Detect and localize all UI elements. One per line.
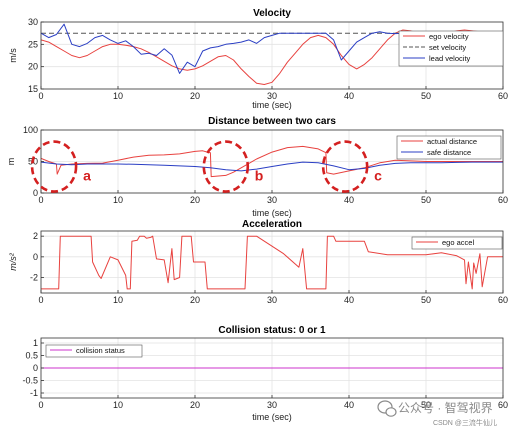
y-tick-label: -0.5 (22, 376, 38, 386)
legend-label: ego velocity (429, 32, 469, 41)
legend-label: collision status (76, 346, 125, 355)
y-tick-label: 20 (28, 62, 38, 72)
x-tick-label: 10 (113, 295, 123, 305)
x-tick-label: 30 (267, 91, 277, 101)
legend-box (398, 30, 504, 67)
x-tick-label: 10 (113, 400, 123, 410)
x-tick-label: 50 (421, 195, 431, 205)
x-tick-label: 60 (498, 400, 508, 410)
series-line-actual-distance (41, 145, 503, 178)
y-tick-label: 30 (28, 17, 38, 27)
y-tick-label: 0 (33, 252, 38, 262)
x-tick-label: 20 (190, 295, 200, 305)
chart-title: Velocity (253, 8, 291, 19)
y-tick-label: 100 (23, 125, 38, 135)
x-tick-label: 50 (421, 295, 431, 305)
legend-label: actual distance (427, 137, 477, 146)
wechat-icon (377, 400, 397, 417)
y-tick-label: 0 (33, 363, 38, 373)
annotation-circle (202, 140, 250, 193)
x-tick-label: 50 (421, 400, 431, 410)
x-axis-label: time (sec) (252, 412, 292, 422)
y-tick-label: 1 (33, 338, 38, 348)
x-tick-label: 30 (267, 195, 277, 205)
x-tick-label: 10 (113, 195, 123, 205)
x-tick-label: 0 (38, 295, 43, 305)
y-tick-label: 25 (28, 39, 38, 49)
panel-3: 0 10 20 30 40 50 60 -2 0 2 Acceleration m/s² ego acc… (8, 219, 508, 305)
legend-label: safe distance (427, 148, 471, 157)
chart-title: Collision status: 0 or 1 (218, 325, 326, 336)
x-tick-label: 0 (38, 195, 43, 205)
series-line-safe-distance (41, 161, 503, 172)
y-axis-label: m/s² (8, 252, 18, 270)
x-tick-label: 40 (344, 400, 354, 410)
annotation-label: c (374, 168, 382, 184)
series-line-ego-accel (41, 235, 503, 290)
y-tick-label: 0 (33, 188, 38, 198)
y-tick-label: 2 (33, 231, 38, 241)
x-tick-label: 20 (190, 400, 200, 410)
legend-label: ego accel (442, 238, 474, 247)
x-axis-label: time (sec) (252, 208, 292, 218)
chart-title: Acceleration (242, 219, 302, 230)
x-tick-label: 30 (267, 400, 277, 410)
x-tick-label: 10 (113, 91, 123, 101)
y-tick-label: -2 (30, 273, 38, 283)
x-tick-label: 60 (498, 295, 508, 305)
annotation-circle (30, 140, 78, 193)
watermark-sub: CSDN @三流牛仙儿 (433, 418, 497, 427)
x-tick-label: 50 (421, 91, 431, 101)
x-tick-label: 30 (267, 295, 277, 305)
legend-box (45, 344, 143, 358)
y-axis-label: m/s (8, 48, 18, 63)
legend-label: set velocity (429, 43, 466, 52)
x-tick-label: 20 (190, 195, 200, 205)
panel-4: 0 10 20 30 40 50 60 -1 -0.5 0 0.5 1 Collision status… (22, 325, 508, 422)
x-tick-label: 40 (344, 195, 354, 205)
y-tick-label: -1 (30, 388, 38, 398)
y-tick-label: 0.5 (25, 351, 38, 361)
annotation-label: b (255, 168, 264, 184)
legend-label: lead velocity (429, 54, 471, 63)
x-tick-label: 60 (498, 195, 508, 205)
legend-box (411, 236, 503, 250)
annotation-label: a (83, 168, 91, 184)
x-tick-label: 20 (190, 91, 200, 101)
x-tick-label: 0 (38, 91, 43, 101)
y-axis-label: m (6, 158, 16, 166)
x-tick-label: 40 (344, 91, 354, 101)
x-axis-label: time (sec) (252, 100, 292, 110)
chart-title: Distance between two cars (208, 116, 336, 127)
x-tick-label: 0 (38, 400, 43, 410)
watermark: 公众号 · 智驾视界 CSDN @三流牛仙儿 (377, 400, 497, 427)
x-tick-label: 60 (498, 91, 508, 101)
legend-box (396, 135, 502, 160)
y-tick-label: 15 (28, 84, 38, 94)
annotation-circle (321, 140, 369, 193)
watermark-main: 公众号 · 智驾视界 (398, 400, 493, 415)
panel-1: 0 10 20 30 40 50 60 15 20 25 30 Velocity time (sec) m… (8, 8, 508, 110)
x-tick-label: 40 (344, 295, 354, 305)
